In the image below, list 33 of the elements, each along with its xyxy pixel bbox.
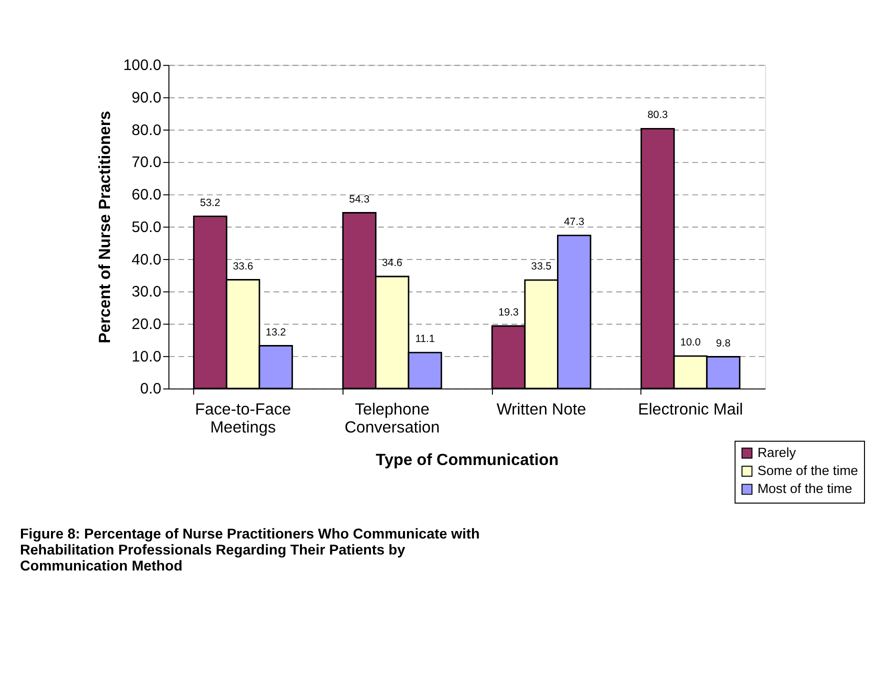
data-label: 9.8: [716, 338, 731, 350]
y-tick-label: 80.0: [132, 122, 162, 139]
data-label: 80.3: [647, 110, 668, 122]
legend-label: Most of the time: [757, 481, 852, 496]
y-tick-label: 60.0: [132, 186, 162, 204]
x-axis-title: Type of Communication: [376, 451, 559, 470]
y-tick-label: 90.0: [132, 90, 162, 107]
y-tick-label: 40.0: [132, 251, 162, 268]
data-label: 53.2: [200, 198, 221, 209]
y-tick-label: 10.0: [132, 348, 162, 366]
x-tick-label: Written Note: [496, 400, 586, 419]
data-label: 54.3: [349, 194, 370, 206]
legend-label: Some of the time: [757, 463, 858, 478]
x-tick-label: Face-to-Face Meetings: [194, 400, 292, 437]
y-tick-label: 100.0: [123, 57, 162, 74]
data-label: 33.6: [232, 261, 254, 272]
text: Figure 8: Percentage of Nurse Practitioners Who Communicate with Rehabilitation Professionals Regarding Their Patients by Communication Method: [20, 526, 480, 575]
data-label: 19.3: [498, 308, 519, 319]
y-tick-label: 20.0: [132, 316, 162, 333]
data-label: 11.1: [415, 334, 435, 346]
y-axis-title: Percent of Nurse Practitioners: [96, 110, 114, 344]
y-tick-label: 30.0: [132, 284, 162, 301]
y-tick-label: 0.0: [140, 380, 162, 398]
y-tick-label: 70.0: [132, 154, 162, 172]
data-label: 13.2: [266, 327, 286, 338]
data-label: 34.6: [382, 258, 403, 270]
data-label: 10.0: [680, 338, 701, 349]
data-label: 33.5: [531, 262, 552, 273]
y-tick-label: 50.0: [132, 218, 162, 236]
legend-label: Rarely: [757, 444, 796, 460]
x-tick-label: Telephone Conversation: [344, 400, 440, 437]
data-label: 47.3: [564, 216, 584, 228]
x-tick-label: Electronic Mail: [638, 400, 744, 419]
